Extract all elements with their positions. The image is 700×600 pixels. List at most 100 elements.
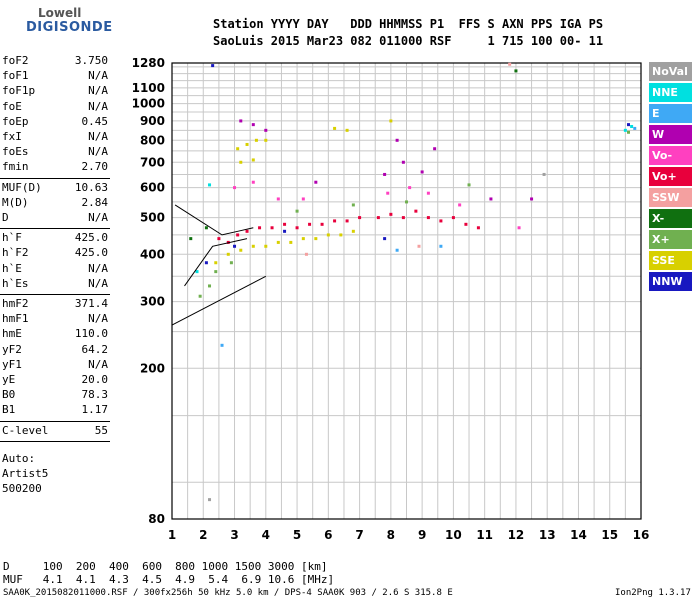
echo-point: [626, 130, 630, 134]
header-labels: Station YYYY DAY DDD HHMMSS P1 FFS S AXN…: [213, 17, 604, 31]
echo-point: [426, 216, 430, 220]
param-row: fmin 2.70: [2, 160, 108, 175]
echo-point: [251, 123, 255, 127]
legend-item: E: [649, 104, 692, 123]
echo-point: [254, 138, 258, 142]
echo-point: [239, 160, 243, 164]
trace-line: [171, 275, 267, 326]
echo-point: [626, 123, 630, 127]
param-separator: [0, 177, 110, 179]
x-tick-label: 11: [476, 528, 493, 542]
param-value: 2.70: [81, 160, 109, 174]
param-value: N/A: [88, 99, 108, 113]
echo-point: [208, 183, 212, 187]
param-value: N/A: [88, 312, 108, 326]
echo-point: [395, 248, 399, 252]
param-label: yF2: [2, 342, 22, 356]
echo-point: [433, 147, 437, 151]
echo-point: [476, 226, 480, 230]
echo-point: [383, 237, 387, 241]
param-value: 1.17: [81, 403, 109, 417]
y-tick-label: 500: [140, 211, 165, 225]
echo-point: [314, 237, 318, 241]
echo-point: [220, 343, 224, 347]
y-tick-label: 700: [140, 155, 165, 169]
echo-point: [233, 186, 237, 190]
param-row: h`E N/A: [2, 262, 108, 277]
param-row: foEs N/A: [2, 145, 108, 160]
param-separator: [0, 440, 110, 442]
echo-point: [214, 270, 218, 274]
y-tick-label: 300: [140, 295, 165, 309]
x-tick-label: 12: [508, 528, 525, 542]
echo-point: [633, 126, 637, 130]
echo-point: [358, 216, 362, 220]
echo-point: [401, 216, 405, 220]
lowell-digisonde-logo: Lowell DIGISONDE: [0, 0, 112, 50]
param-label: MUF(D): [2, 180, 42, 194]
param-value: 2.84: [81, 195, 109, 209]
echo-point: [289, 240, 293, 244]
echo-point: [514, 69, 518, 73]
echo-point: [426, 191, 430, 195]
legend-item: NoVal: [649, 62, 692, 81]
param-row: h`Es N/A: [2, 277, 108, 292]
echo-point: [339, 233, 343, 237]
echo-point: [301, 237, 305, 241]
echo-point: [405, 200, 408, 204]
y-tick-label: 1000: [132, 97, 165, 111]
echo-point: [314, 180, 318, 184]
param-row: B0 78.3: [2, 388, 108, 403]
x-tick-label: 4: [262, 528, 270, 542]
echo-point: [395, 138, 399, 142]
echo-point: [239, 248, 243, 252]
param-row: hmF2 371.4: [2, 297, 108, 312]
echo-point: [489, 197, 493, 201]
x-tick-label: 3: [230, 528, 238, 542]
echo-point: [198, 294, 202, 298]
echo-point: [276, 197, 280, 201]
x-tick-label: 7: [355, 528, 363, 542]
echo-point: [389, 119, 393, 123]
x-tick-label: 1: [168, 528, 176, 542]
echo-point: [464, 222, 468, 226]
echo-point: [417, 244, 421, 248]
param-label: foF1p: [2, 84, 36, 98]
param-value: N/A: [88, 357, 108, 371]
header-values: SaoLuis 2015 Mar23 082 011000 RSF 1 715 …: [213, 34, 604, 48]
echo-point: [204, 261, 208, 265]
param-label: C-level: [2, 423, 49, 437]
echo-point: [283, 222, 287, 226]
param-label: B1: [2, 403, 16, 417]
echo-point: [245, 229, 249, 233]
param-value: 371.4: [74, 297, 108, 310]
param-row: MUF(D) 10.63: [2, 181, 108, 196]
param-value: N/A: [88, 130, 108, 143]
legend-item: X-: [649, 209, 692, 228]
echo-point: [251, 158, 255, 162]
echo-point: [414, 209, 418, 213]
param-row: hmF1 N/A: [2, 312, 108, 327]
legend-item: NNE: [649, 83, 692, 102]
param-value: 78.3: [81, 388, 109, 402]
echo-point: [401, 160, 405, 164]
param-label: h`F: [2, 231, 22, 245]
param-row: hmE 110.0: [2, 327, 108, 342]
autoscaling-info-line: Auto:: [2, 451, 36, 465]
footer-distance-line: D 100 200 400 600 800 1000 1500 3000 [km…: [3, 560, 328, 573]
param-label: h`E: [2, 261, 22, 275]
echo-point: [408, 186, 412, 190]
echo-point: [211, 64, 215, 68]
param-row: yF2 64.2: [2, 343, 108, 358]
echo-point: [333, 219, 337, 223]
logo-text-lowell: Lowell: [38, 6, 82, 20]
echo-point: [623, 128, 627, 132]
param-value: 10.63: [74, 180, 108, 194]
param-separator: [0, 294, 110, 295]
x-tick-label: 5: [293, 528, 301, 542]
echo-point: [251, 180, 255, 184]
param-value: N/A: [88, 276, 108, 290]
param-row: yF1 N/A: [2, 358, 108, 373]
trace-line: [174, 204, 254, 236]
x-tick-label: 10: [445, 528, 462, 542]
